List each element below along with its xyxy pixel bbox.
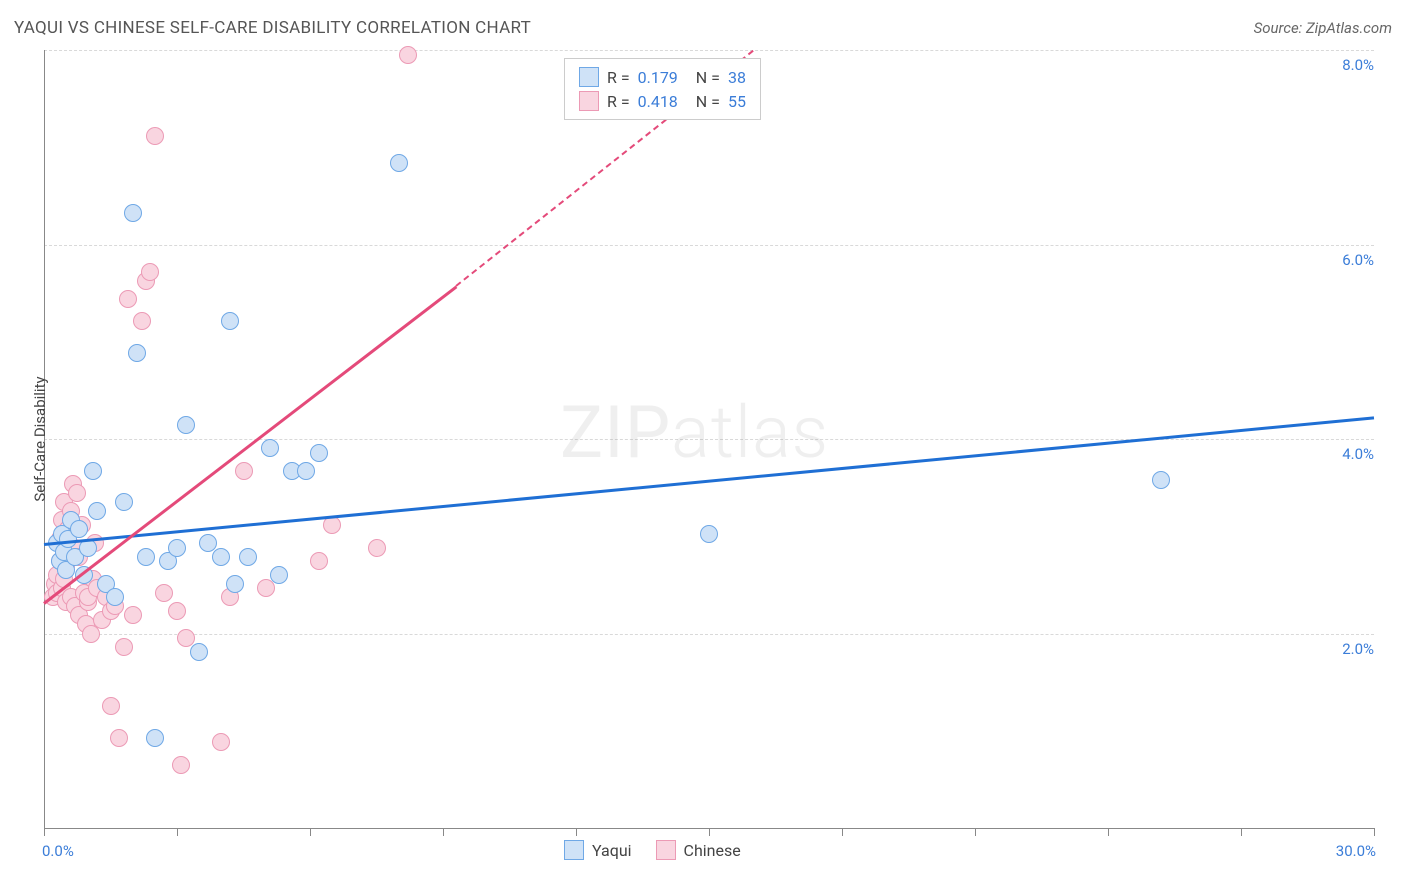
legend-swatch	[656, 840, 676, 860]
x-tick	[842, 828, 843, 836]
gridline	[44, 50, 1374, 51]
scatter-point	[257, 579, 275, 597]
scatter-point	[106, 588, 124, 606]
scatter-point	[297, 462, 315, 480]
scatter-point	[221, 312, 239, 330]
y-tick-label: 6.0%	[1314, 251, 1374, 269]
scatter-point	[146, 729, 164, 747]
scatter-point	[226, 575, 244, 593]
scatter-point	[68, 484, 86, 502]
y-axis-label: Self-Care Disability	[31, 359, 49, 519]
series-legend-label: Chinese	[684, 841, 741, 860]
gridline	[44, 439, 1374, 440]
x-tick	[1241, 828, 1242, 836]
legend-r-label: R =	[607, 68, 630, 87]
scatter-point	[310, 444, 328, 462]
x-tick	[310, 828, 311, 836]
scatter-point	[137, 548, 155, 566]
x-tick	[443, 828, 444, 836]
x-tick	[975, 828, 976, 836]
legend-r-value: 0.418	[638, 92, 678, 111]
scatter-point	[88, 502, 106, 520]
scatter-point	[155, 584, 173, 602]
series-legend-item: Yaqui	[564, 840, 632, 860]
scatter-point	[115, 493, 133, 511]
gridline	[44, 245, 1374, 246]
series-legend-label: Yaqui	[592, 841, 632, 860]
scatter-point	[700, 525, 718, 543]
y-tick-label: 2.0%	[1314, 640, 1374, 658]
series-legend-item: Chinese	[656, 840, 741, 860]
scatter-point	[261, 439, 279, 457]
x-tick	[177, 828, 178, 836]
scatter-point	[172, 756, 190, 774]
x-tick	[709, 828, 710, 836]
chart-title: YAQUI VS CHINESE SELF-CARE DISABILITY CO…	[14, 18, 531, 38]
scatter-point	[390, 154, 408, 172]
legend-row: R = 0.418 N = 55	[579, 89, 746, 113]
scatter-point	[212, 733, 230, 751]
scatter-point	[310, 552, 328, 570]
legend-n-value: 38	[728, 68, 746, 87]
x-tick	[1108, 828, 1109, 836]
scatter-point	[119, 290, 137, 308]
scatter-point	[368, 539, 386, 557]
scatter-point	[102, 697, 120, 715]
legend-r-label: R =	[607, 92, 630, 111]
scatter-point	[70, 520, 88, 538]
scatter-point	[190, 643, 208, 661]
legend-n-label: N =	[696, 92, 720, 111]
scatter-point	[124, 204, 142, 222]
gridline	[44, 634, 1374, 635]
chart-source: Source: ZipAtlas.com	[1254, 19, 1392, 37]
scatter-point	[141, 263, 159, 281]
scatter-point	[270, 566, 288, 584]
x-tick	[1374, 828, 1375, 836]
legend-swatch	[579, 91, 599, 111]
legend-swatch	[564, 840, 584, 860]
chart-header: YAQUI VS CHINESE SELF-CARE DISABILITY CO…	[14, 18, 1392, 38]
series-legend: Yaqui Chinese	[564, 840, 741, 860]
scatter-point	[399, 46, 417, 64]
x-tick	[576, 828, 577, 836]
legend-row: R = 0.179 N = 38	[579, 65, 746, 89]
y-tick-label: 8.0%	[1314, 56, 1374, 74]
scatter-point	[110, 729, 128, 747]
scatter-point	[177, 416, 195, 434]
y-tick-label: 4.0%	[1314, 445, 1374, 463]
scatter-point	[168, 602, 186, 620]
legend-n-label: N =	[696, 68, 720, 87]
scatter-point	[133, 312, 151, 330]
scatter-point	[212, 548, 230, 566]
x-tick-label: 30.0%	[1316, 842, 1376, 860]
scatter-point	[168, 539, 186, 557]
correlation-legend: R = 0.179 N = 38 R = 0.418 N = 55	[564, 58, 761, 120]
scatter-point	[115, 638, 133, 656]
scatter-point	[84, 462, 102, 480]
legend-swatch	[579, 67, 599, 87]
x-tick-label: 0.0%	[42, 842, 102, 860]
scatter-point	[128, 344, 146, 362]
scatter-point	[239, 548, 257, 566]
x-tick	[44, 828, 45, 836]
scatter-point	[1152, 471, 1170, 489]
scatter-point	[124, 606, 142, 624]
legend-n-value: 55	[728, 92, 746, 111]
scatter-point	[235, 462, 253, 480]
legend-r-value: 0.179	[638, 68, 678, 87]
plot-area: 2.0%4.0%6.0%8.0%0.0%30.0%	[44, 50, 1374, 828]
scatter-point	[146, 127, 164, 145]
